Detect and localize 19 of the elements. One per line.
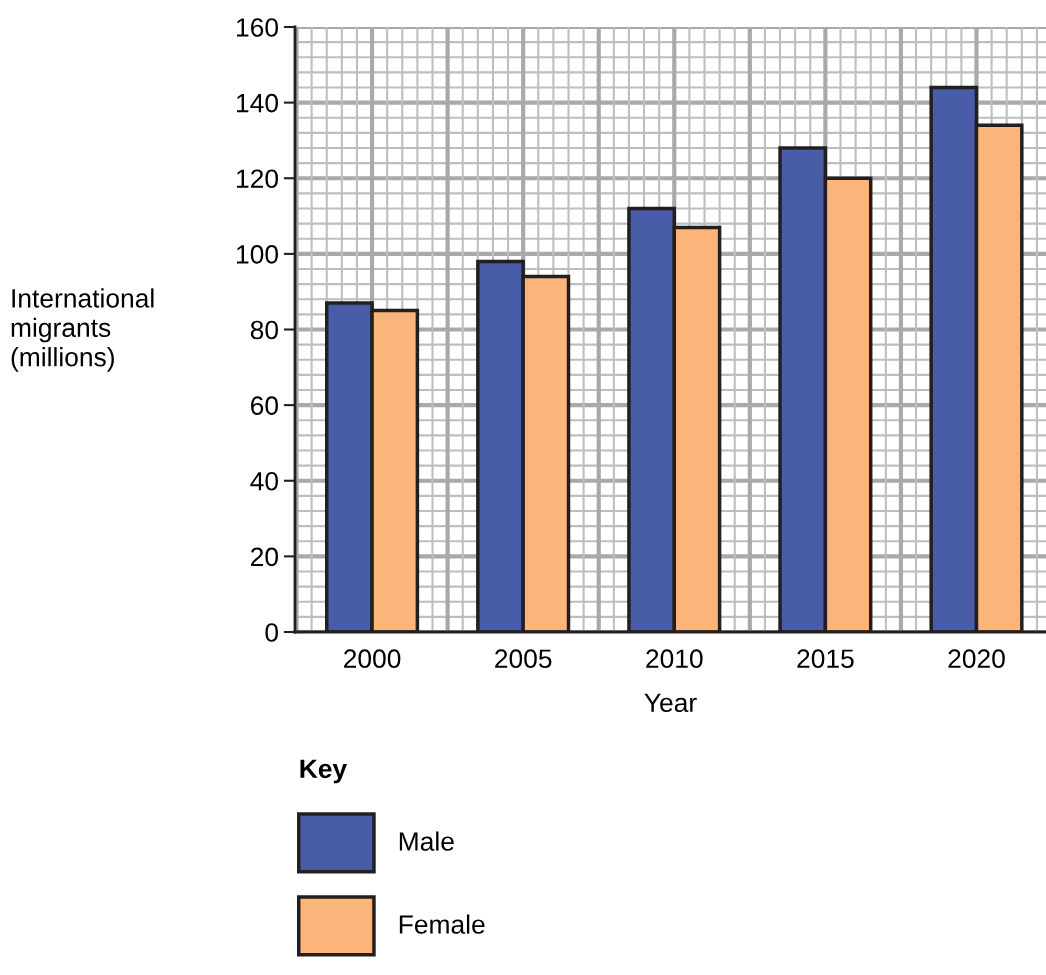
x-tick-label: 2000 [344,649,401,669]
x-tick-label: 2020 [948,649,1005,669]
y-tick-label: 0 [265,623,278,642]
y-tick-label: 20 [251,547,278,567]
x-axis-title: Year [644,693,697,713]
y-tick-label: 160 [237,18,278,37]
legend-title: Key [300,759,348,784]
y-tick-label: 140 [237,93,278,113]
y-tick-label: 100 [237,245,278,264]
y-axis-title: International migrants (millions) [11,288,154,372]
y-tick-label: 80 [250,320,278,340]
legend-label: Female [399,914,485,934]
y-tick-label: 40 [250,471,278,491]
legend-label: Male [399,831,454,851]
x-tick-label: 2005 [495,649,552,669]
y-tick-label: 120 [237,169,278,189]
x-tick-label: 2015 [797,649,854,669]
x-tick-label: 2010 [646,649,703,669]
y-tick-label: 60 [251,396,278,415]
